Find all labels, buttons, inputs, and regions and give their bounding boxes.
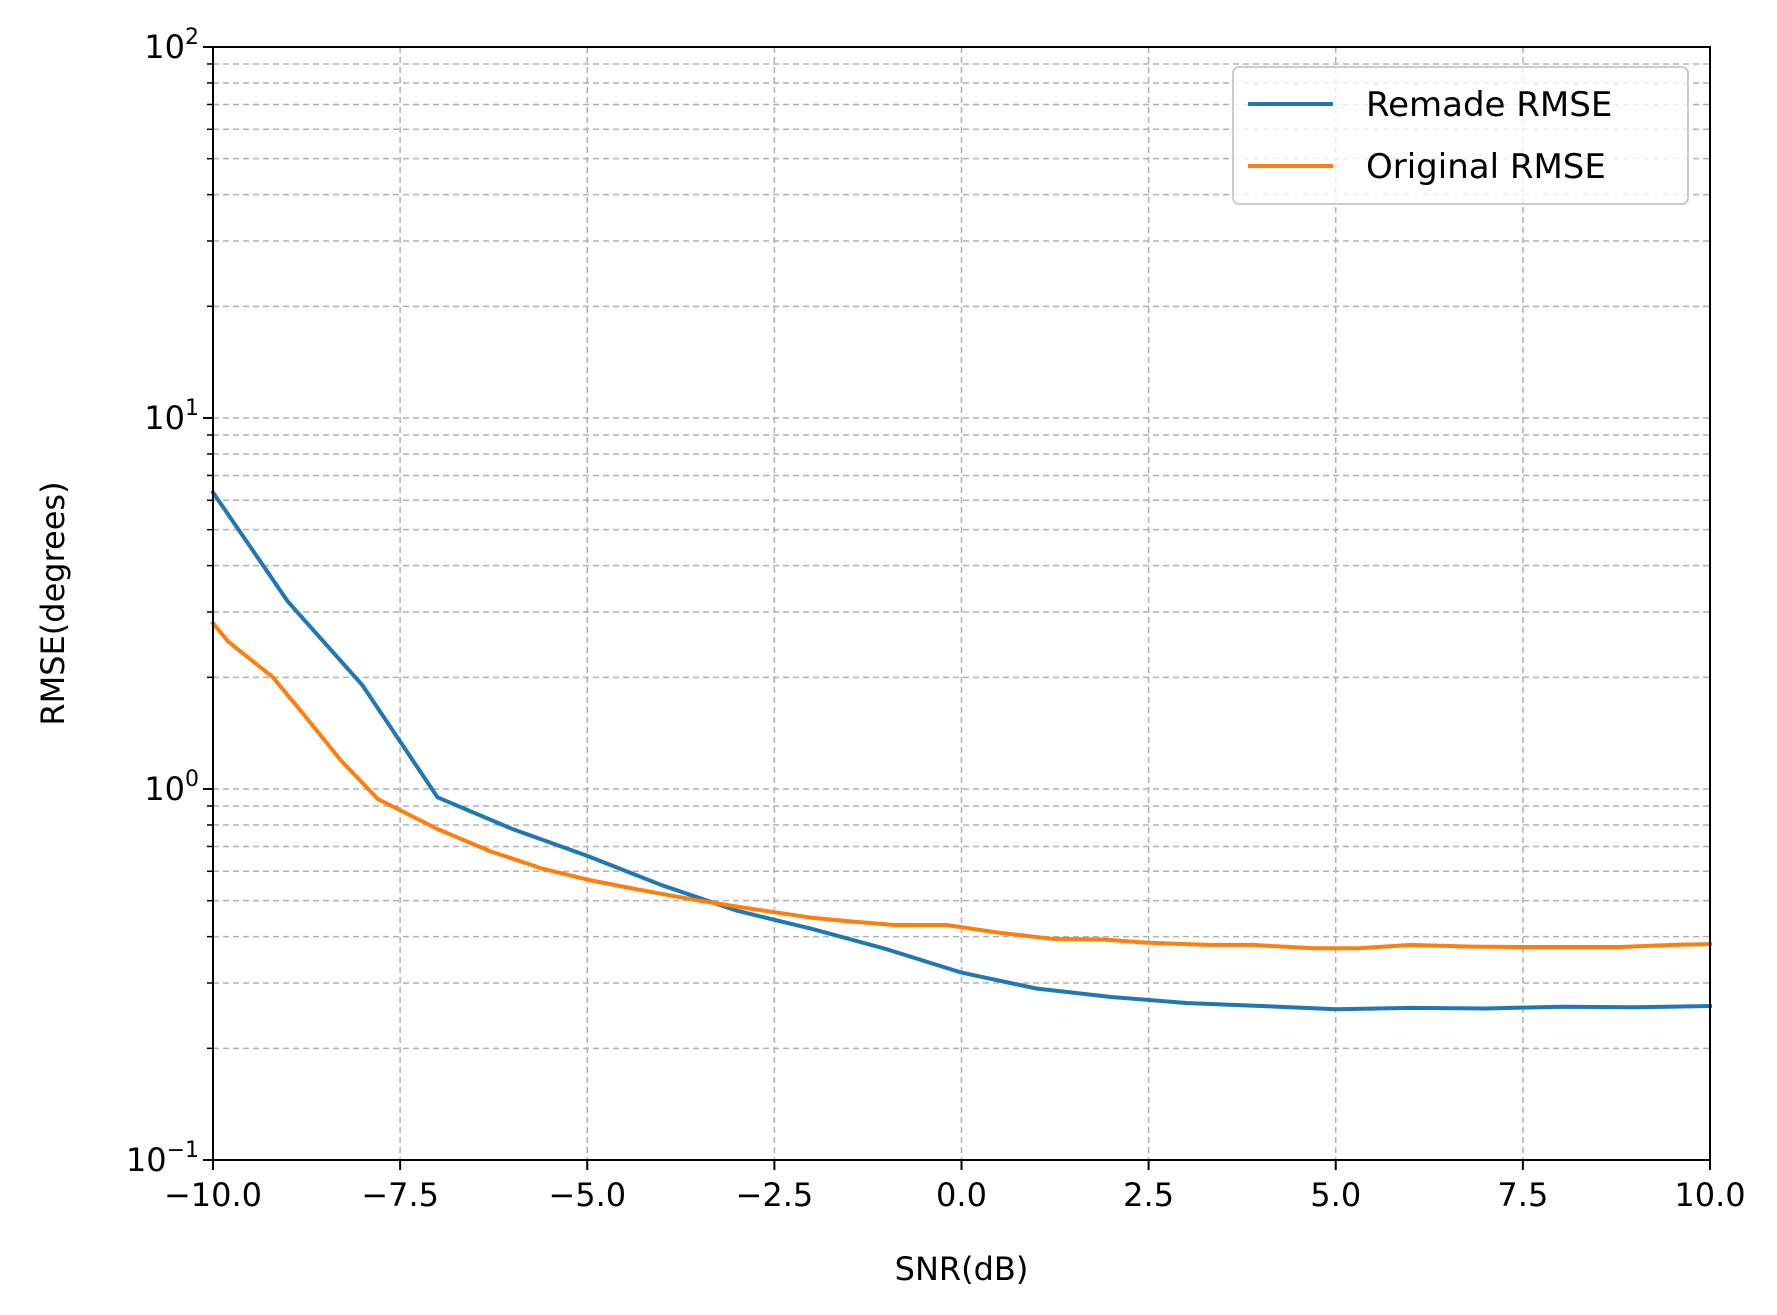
x-tick-label: −5.0 bbox=[548, 1176, 626, 1214]
series-line-1 bbox=[210, 620, 1713, 951]
series-line-0 bbox=[210, 489, 1713, 1012]
legend-label: Original RMSE bbox=[1366, 147, 1606, 187]
x-tick-label: −2.5 bbox=[736, 1176, 814, 1214]
x-tick-label: 2.5 bbox=[1123, 1176, 1174, 1214]
y-tick-label: 10−1 bbox=[126, 1138, 199, 1179]
x-tick-label: 0.0 bbox=[936, 1176, 987, 1214]
y-tick-label: 102 bbox=[144, 25, 199, 66]
x-axis-label: SNR(dB) bbox=[895, 1250, 1029, 1288]
axis-ticks: −10.0 −7.5 −5.0 −2.5 0.0 2.5 5.0 7.5 10.0 10−1 100… bbox=[126, 25, 1746, 1214]
series-lines bbox=[210, 489, 1713, 1012]
y-tick-label: 101 bbox=[144, 396, 199, 437]
x-tick-label: 7.5 bbox=[1497, 1176, 1548, 1214]
x-tick-label: 5.0 bbox=[1310, 1176, 1361, 1214]
legend: Remade RMSE Original RMSE bbox=[1232, 66, 1689, 205]
x-tick-label: 10.0 bbox=[1674, 1176, 1745, 1214]
x-tick-label: −7.5 bbox=[361, 1176, 439, 1214]
legend-label: Remade RMSE bbox=[1366, 85, 1612, 125]
y-axis-label: RMSE(degrees) bbox=[34, 481, 72, 725]
legend-box bbox=[1232, 66, 1689, 205]
y-tick-label: 100 bbox=[144, 767, 199, 808]
x-tick-label: −10.0 bbox=[164, 1176, 262, 1214]
